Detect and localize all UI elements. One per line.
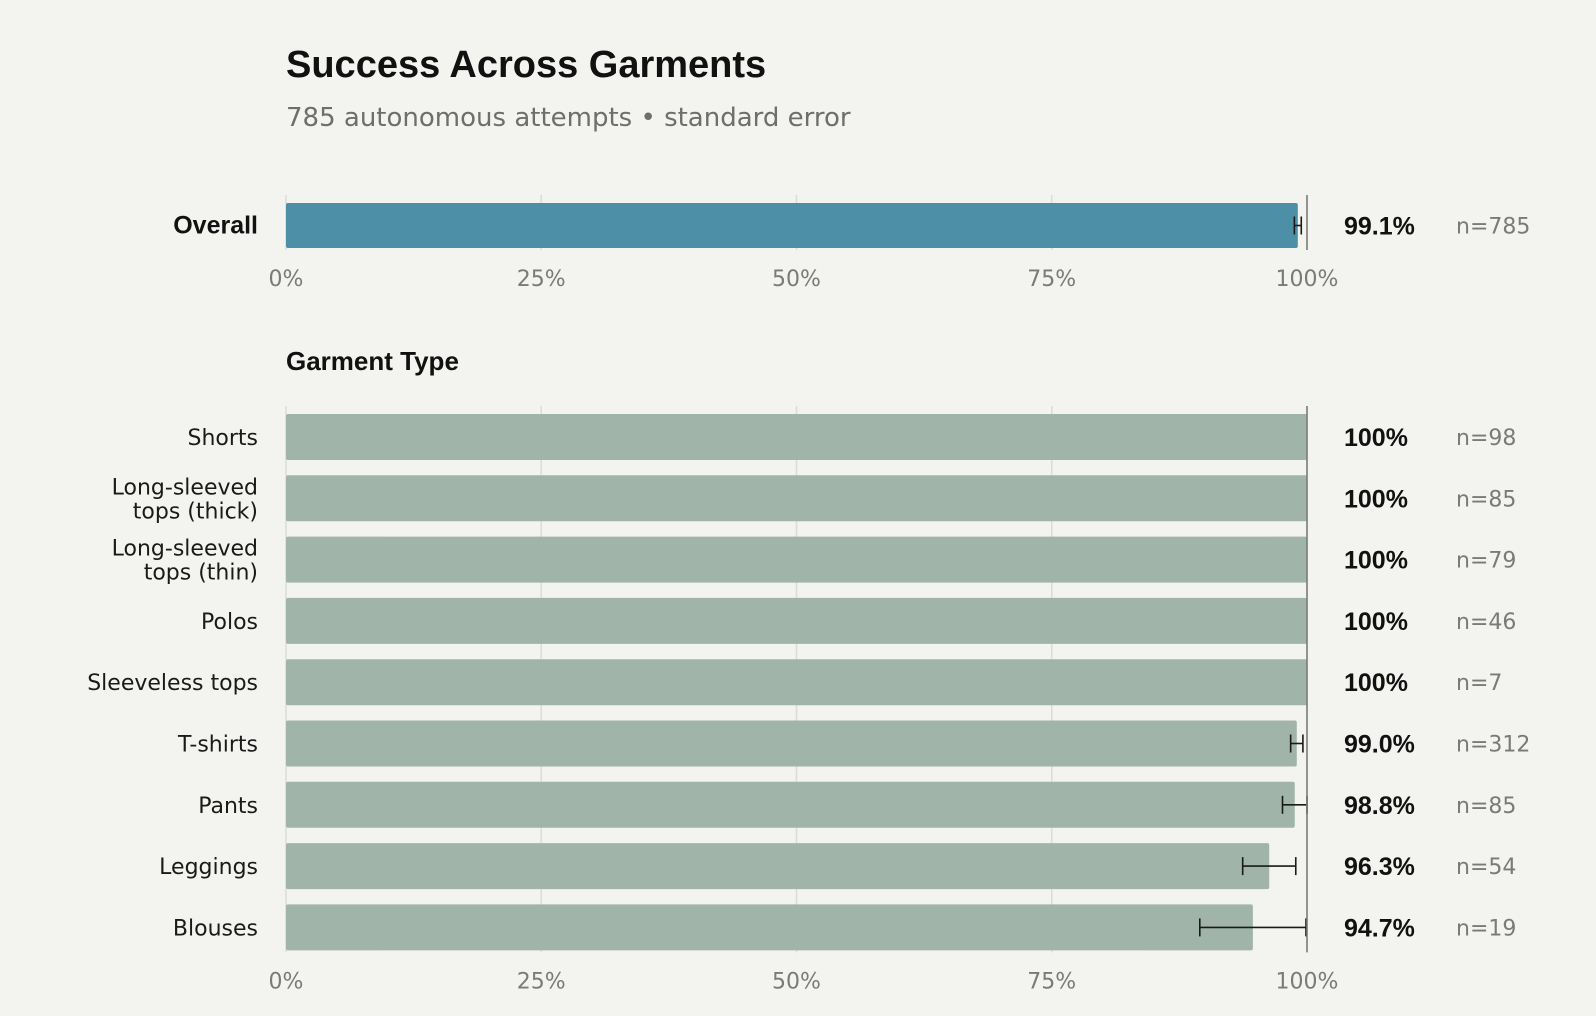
value-label: 100%: [1344, 547, 1408, 575]
bar: [286, 843, 1270, 890]
x-tick-label: 0%: [269, 267, 304, 292]
value-label: 96.3%: [1344, 853, 1415, 881]
x-tick-label: 0%: [269, 969, 304, 994]
bar: [286, 659, 1307, 706]
chart-title: Success Across Garments: [286, 44, 766, 86]
n-label: n=46: [1456, 610, 1516, 635]
bar: [286, 720, 1297, 767]
bar: [286, 904, 1253, 951]
n-label: n=85: [1456, 794, 1516, 819]
category-label: Long-sleeved: [112, 537, 258, 562]
category-label: tops (thick): [133, 499, 258, 524]
category-label: Pants: [198, 794, 258, 819]
value-label: 99.1%: [1344, 213, 1415, 241]
bar: [286, 203, 1298, 248]
bar: [286, 597, 1307, 644]
category-label: Overall: [173, 212, 258, 240]
x-tick-label: 25%: [517, 969, 566, 994]
value-label: 100%: [1344, 669, 1408, 697]
category-label: Blouses: [173, 916, 258, 941]
n-label: n=312: [1456, 733, 1530, 758]
bar: [286, 475, 1307, 522]
category-label: tops (thin): [144, 561, 258, 586]
value-label: 98.8%: [1344, 792, 1415, 820]
category-label: Leggings: [159, 855, 258, 880]
garment-type-section-title: Garment Type: [286, 346, 459, 376]
overall-panel: Overall 99.1% n=785 0% 25% 50% 75% 100%: [173, 195, 1530, 292]
n-label: n=785: [1456, 215, 1530, 240]
value-label: 99.0%: [1344, 731, 1415, 759]
n-label: n=54: [1456, 855, 1516, 880]
category-label: Polos: [201, 610, 258, 635]
category-label: Long-sleeved: [112, 475, 258, 500]
category-label: Shorts: [187, 426, 258, 451]
n-label: n=85: [1456, 487, 1516, 512]
x-tick-label: 100%: [1276, 267, 1339, 292]
x-tick-label: 75%: [1027, 969, 1076, 994]
n-label: n=7: [1456, 671, 1502, 696]
x-tick-label: 75%: [1027, 267, 1076, 292]
x-tick-label: 100%: [1276, 969, 1339, 994]
value-label: 94.7%: [1344, 914, 1415, 942]
bar: [286, 414, 1307, 460]
n-label: n=79: [1456, 549, 1516, 574]
chart-subtitle: 785 autonomous attempts • standard error: [286, 103, 851, 133]
x-tick-label: 50%: [772, 267, 821, 292]
value-label: 100%: [1344, 485, 1408, 513]
x-tick-label: 25%: [517, 267, 566, 292]
bar: [286, 536, 1307, 583]
x-tick-label: 50%: [772, 969, 821, 994]
category-label: Sleeveless tops: [87, 671, 258, 696]
n-label: n=19: [1456, 916, 1516, 941]
value-label: 100%: [1344, 424, 1408, 452]
value-label: 100%: [1344, 608, 1408, 636]
category-label: T-shirts: [177, 733, 258, 758]
bar: [286, 781, 1295, 828]
n-label: n=98: [1456, 426, 1516, 451]
